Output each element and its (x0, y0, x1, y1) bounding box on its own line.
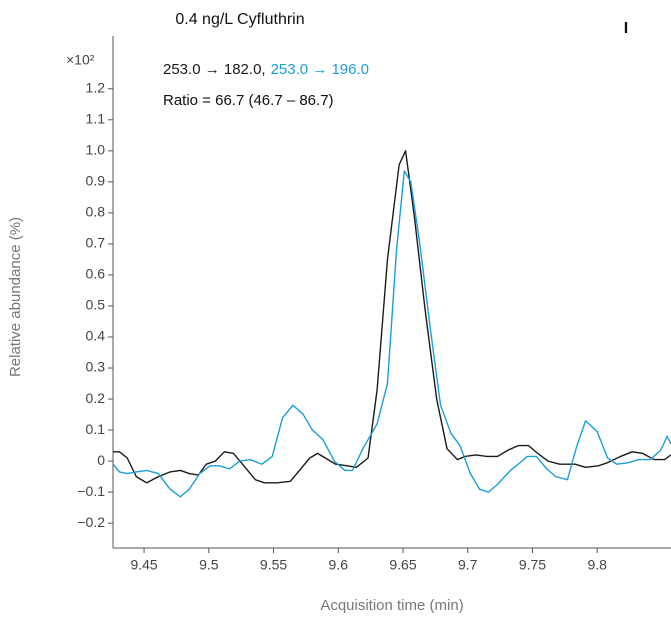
y-tick-label: 1.1 (86, 110, 106, 126)
x-tick-label: 9.7 (458, 557, 478, 573)
y-tick-label: 0.6 (86, 266, 106, 282)
y-tick-label: 0.4 (86, 328, 106, 344)
y-tick-label: 1.2 (86, 79, 106, 95)
series-line (113, 170, 671, 498)
y-tick-label: 0.9 (86, 173, 106, 189)
x-tick-label: 9.55 (260, 557, 287, 573)
plot-area (113, 150, 671, 498)
x-tick-label: 9.45 (130, 557, 157, 573)
chart-title: 0.4 ng/L Cyfluthrin (175, 11, 304, 28)
y-tick-label: 0 (97, 452, 105, 468)
ratio-annotation: Ratio = 66.7 (46.7 – 86.7) (163, 92, 334, 109)
x-tick-label: 9.75 (519, 557, 546, 573)
legend-entry: 253.0 → 196.0 (271, 61, 369, 78)
y-tick-label: 0.3 (86, 359, 106, 375)
x-tick-label: 9.5 (199, 557, 219, 573)
y-multiplier: ×10² (66, 52, 95, 68)
x-tick-label: 9.65 (389, 557, 416, 573)
y-axis-title: Relative abundance (%) (7, 217, 24, 377)
y-tick-label: 0.5 (86, 297, 106, 313)
y-tick-label: 0.2 (86, 390, 106, 406)
y-tick-label: 0.1 (86, 421, 106, 437)
x-tick-label: 9.8 (587, 557, 607, 573)
x-tick-label: 9.6 (329, 557, 349, 573)
legend-separator: , (261, 61, 265, 78)
y-tick-label: 0.8 (86, 204, 106, 220)
y-tick-label: 1.0 (86, 142, 106, 158)
y-tick-label: −0.2 (77, 514, 105, 530)
legend: 253.0 → 182.0, 253.0 → 196.0 (163, 61, 369, 78)
y-tick-label: −0.1 (77, 483, 105, 499)
y-tick-label: 0.7 (86, 235, 106, 251)
legend-entry: 253.0 → 182.0 (163, 61, 261, 78)
x-axis-title: Acquisition time (min) (320, 597, 463, 614)
panel-label: I (624, 20, 628, 37)
